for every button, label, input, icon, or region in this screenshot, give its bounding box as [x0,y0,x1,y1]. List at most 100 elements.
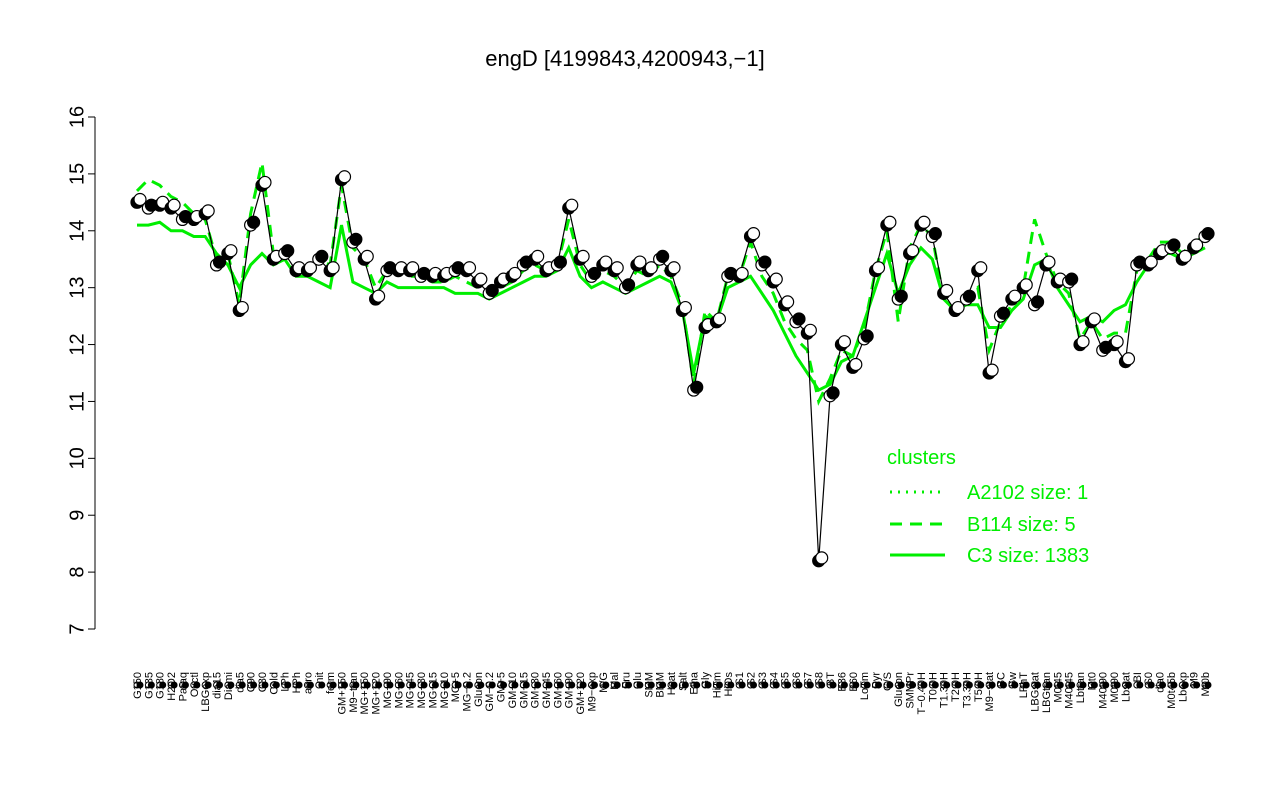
x-tick-label: GM+30 [530,672,542,708]
y-tick-label: 12 [66,333,88,355]
x-tick-marker [147,681,155,689]
data-point [849,357,863,372]
x-tick-marker [556,681,564,689]
x-tick-marker [204,681,212,689]
x-tick-marker [886,681,894,689]
data-point [667,261,681,275]
x-tick-label: dia5 [234,672,246,693]
x-tick-marker [488,681,496,689]
x-tick-marker [590,681,598,689]
data-point [337,170,352,184]
x-tick-label: G150 [132,672,144,699]
x-tick-marker [613,681,621,689]
x-tick-marker [420,681,428,689]
x-tick-label: MG+15 [427,672,439,708]
x-tick-label: aero [302,672,314,694]
data-point [928,227,942,241]
x-tick-label: MG+45 [405,672,417,708]
data-point [485,283,499,298]
x-tick-label: GM+15 [518,672,530,708]
data-point [1178,249,1192,263]
x-tick-marker [863,681,871,689]
x-tick-label: M9−tran [348,672,360,713]
x-tick-label: Lbexp [1177,672,1189,702]
x-tick-label: G180 [155,672,167,699]
x-tick-label: Gly [700,672,712,689]
x-tick-marker [750,681,758,689]
x-tick-label: S6 [791,672,803,685]
x-tick-label: G/S [882,672,894,691]
x-tick-label: S0 [1143,672,1155,685]
legend: clusters A2102 size: 1 B114 size: 5 C3 s… [887,447,1089,567]
x-tick-label: GM+120 [575,672,587,715]
x-tick-marker [136,681,144,689]
data-point [406,261,420,275]
x-tick-marker [181,681,189,689]
x-tick-marker [704,681,712,689]
y-tick-label: 15 [66,163,88,185]
data-point [1065,272,1079,286]
x-tick-marker [409,681,417,689]
x-tick-label: B36 [836,672,848,692]
data-point [553,255,567,269]
y-tick-label: 16 [66,106,88,128]
x-tick-label: S8 [814,672,826,685]
x-tick-label: Glucon [893,672,905,707]
x-tick-label: Salt [677,672,689,691]
x-tick-marker [375,681,383,689]
x-tick-marker [999,681,1007,689]
x-tick-label: S3 [757,672,769,685]
x-tick-label: BT [825,672,837,686]
x-tick-marker [568,681,576,689]
y-axis: 7 8 9 10 11 12 13 14 15 16 [66,106,96,635]
x-tick-label: GM+10 [507,672,519,708]
x-tick-marker [363,681,371,689]
data-point [531,249,545,263]
data-point [508,266,522,281]
data-point [1110,335,1124,349]
x-tick-marker [840,681,848,689]
x-tick-label: BC [995,672,1007,687]
x-tick-marker [659,681,667,689]
data-point [871,261,886,275]
x-tick-label: T2.0H [950,672,962,702]
x-tick-label: SMMPr [905,672,917,709]
x-tick-marker [454,681,462,689]
series-line-c3 [137,220,1206,393]
x-tick-marker [954,681,962,689]
x-tick-marker [465,681,473,689]
x-tick-marker [318,681,326,689]
x-tick-marker [988,681,996,689]
x-tick-label: S1 [734,672,746,685]
data-point [1167,238,1181,252]
x-tick-marker [1204,681,1212,689]
x-tick-label: M0t90 [1109,672,1121,703]
x-axis: G150 G135 G180 H2O2 Paraq Oxctl LBGexp dia15 Dia… [132,671,1212,714]
x-tick-marker [431,681,439,689]
data-point [326,261,340,275]
x-tick-marker [1159,681,1167,689]
x-tick-label: S2 [746,672,758,685]
data-point [621,278,636,292]
x-tick-label: M9 [1189,672,1201,687]
data-point [462,261,477,275]
x-tick-marker [1022,681,1030,689]
x-tick-marker [1011,681,1019,689]
x-tick-label: Mt0b [1200,672,1212,696]
data-point [1042,255,1056,269]
x-tick-marker [784,681,792,689]
x-tick-label: Cold [268,672,280,695]
data-point [781,295,795,309]
data-point [837,335,852,349]
data-point [167,198,181,212]
legend-entry-c3: C3 size: 1383 [967,545,1089,567]
data-point [610,261,624,275]
data-point [826,386,840,400]
x-tick-marker [965,681,973,689]
data-point [212,255,227,269]
x-tick-label: M9−stat [984,672,996,711]
x-tick-label: Diami [223,672,235,700]
x-tick-label: M9−exp [586,672,598,711]
x-tick-marker [250,681,258,689]
data-point [1030,295,1045,309]
